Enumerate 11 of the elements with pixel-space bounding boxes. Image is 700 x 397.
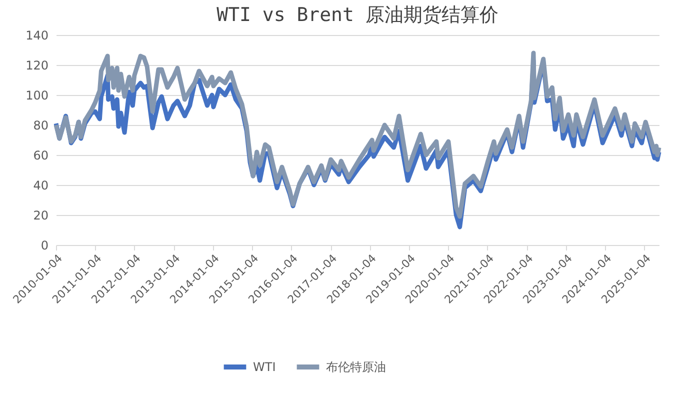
chart-title: WTI vs Brent 原油期货结算价 bbox=[216, 4, 498, 26]
y-tick-label: 100 bbox=[26, 88, 48, 102]
y-tick-label: 40 bbox=[33, 178, 48, 192]
legend-label: WTI bbox=[253, 360, 276, 374]
y-tick-label: 80 bbox=[33, 118, 48, 132]
y-tick-label: 0 bbox=[40, 238, 48, 252]
legend-label: 布伦特原油 bbox=[326, 360, 386, 374]
y-tick-label: 60 bbox=[33, 148, 48, 162]
y-tick-label: 140 bbox=[26, 28, 48, 42]
y-tick-label: 120 bbox=[26, 58, 48, 72]
y-tick-label: 20 bbox=[33, 208, 48, 222]
